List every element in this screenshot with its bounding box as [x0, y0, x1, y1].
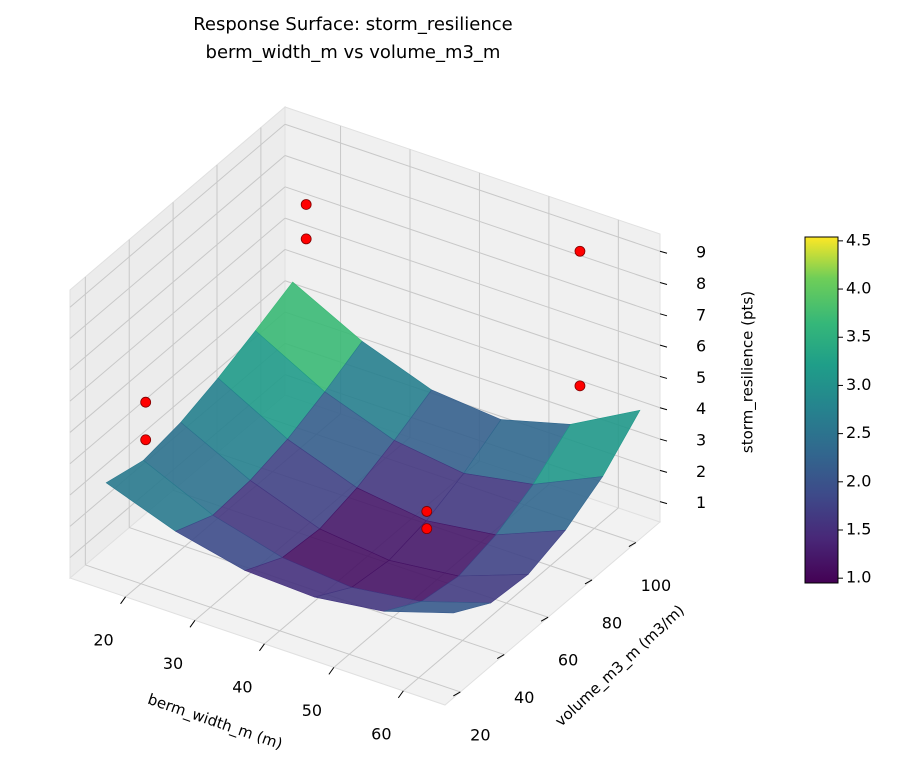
- z-tick-label: 9: [696, 243, 706, 262]
- colorbar-tick-label: 2.5: [846, 423, 871, 442]
- colorbar: [804, 236, 839, 584]
- z-tick-label: 6: [696, 337, 706, 356]
- grid-line: [69, 123, 286, 308]
- grid-line: [85, 564, 461, 693]
- x-tick-label: 50: [302, 701, 322, 720]
- grid-line: [284, 248, 661, 377]
- z-tick-label: 8: [696, 274, 706, 293]
- z-tick: [659, 250, 668, 254]
- grid-line: [69, 186, 286, 371]
- x-tick: [397, 690, 404, 699]
- colorbar-ticks: 1.0 1.5 2.0 2.5 3.0 3.5 4.0 4.5: [838, 230, 871, 587]
- colorbar-tick-label: 1.5: [846, 519, 871, 538]
- z-tick: [659, 469, 668, 473]
- grid-line: [69, 217, 286, 402]
- colorbar-tick-label: 2.0: [846, 471, 871, 490]
- grid-line: [69, 280, 286, 465]
- chart-title: Response Surface: storm_resilience: [193, 14, 513, 35]
- z-tick-label: 7: [696, 305, 706, 324]
- colorbar-tick-label: 4.0: [846, 279, 871, 298]
- surface-patch: [383, 601, 491, 614]
- data-point: [300, 233, 312, 245]
- z-tick-label: 1: [696, 493, 706, 512]
- grid-line: [403, 507, 619, 692]
- y-tick-label: 100: [641, 576, 672, 595]
- x-tick: [120, 596, 126, 605]
- chart-subtitle: berm_width_m vs volume_m3_m: [206, 42, 501, 63]
- x-tick-label: 40: [232, 677, 252, 696]
- z-tick: [659, 501, 668, 505]
- grid-line: [284, 280, 661, 409]
- colorbar-tick-label: 3.0: [846, 375, 871, 394]
- z-tick: [659, 407, 668, 411]
- x-tick-label: 20: [93, 630, 113, 649]
- y-tick-label: 80: [602, 613, 622, 632]
- y-tick: [584, 579, 593, 585]
- y-tick-label: 20: [470, 725, 490, 744]
- grid-line: [284, 217, 661, 346]
- y-tick: [496, 654, 505, 660]
- data-point: [421, 523, 433, 535]
- y-tick-label: 60: [558, 651, 578, 670]
- grid-line: [69, 155, 286, 339]
- z-tick-label: 3: [696, 431, 706, 450]
- grid-line: [284, 186, 661, 315]
- data-point: [140, 396, 152, 408]
- z-tick-label: 5: [696, 368, 706, 387]
- ticks: 20 30 40 50 60 20 40 60 80 100 1 2 3 4 5 6 7 8 9: [93, 243, 706, 745]
- y-tick: [453, 691, 461, 697]
- y-tick-label: 40: [514, 688, 534, 707]
- grid-line: [69, 249, 286, 433]
- points: [140, 199, 586, 535]
- data-point: [140, 434, 152, 446]
- x-tick-label: 30: [163, 654, 183, 673]
- x-tick-label: 60: [371, 724, 391, 743]
- grid-line: [284, 155, 661, 283]
- z-tick: [659, 375, 668, 379]
- colorbar-tick-label: 3.5: [846, 327, 871, 346]
- data-point: [300, 199, 312, 210]
- x-tick: [259, 643, 265, 652]
- y-tick: [628, 542, 637, 547]
- z-tick: [659, 313, 668, 317]
- z-tick: [659, 438, 668, 442]
- x-tick: [189, 620, 196, 628]
- data-point: [574, 245, 586, 257]
- colorbar-tick-label: 4.5: [846, 230, 871, 249]
- data-point: [574, 380, 586, 392]
- z-axis-label: storm_resilience (pts): [739, 291, 758, 453]
- y-tick: [540, 616, 549, 622]
- x-tick: [328, 667, 335, 675]
- data-point: [421, 506, 433, 517]
- surface: [105, 281, 641, 614]
- z-tick-label: 4: [696, 399, 706, 418]
- grid-line: [284, 123, 661, 252]
- z-tick-label: 2: [696, 462, 706, 481]
- colorbar-tick-label: 1.0: [846, 568, 871, 587]
- z-tick: [659, 344, 668, 348]
- z-tick: [659, 282, 668, 286]
- x-axis-label: berm_width_m (m): [145, 690, 285, 754]
